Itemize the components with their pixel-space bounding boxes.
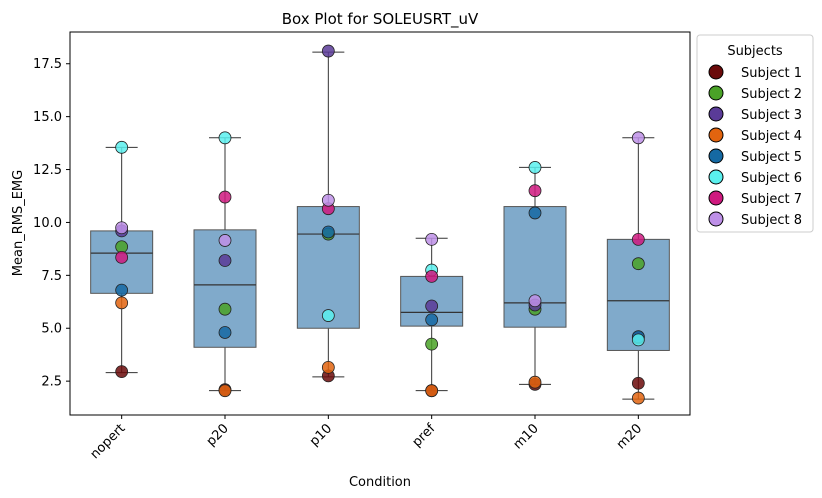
legend-label: Subject 3 bbox=[741, 108, 802, 123]
x-axis-label: Condition bbox=[349, 475, 411, 490]
point-subject-4-pref bbox=[425, 384, 439, 398]
y-tick-label: 12.5 bbox=[33, 163, 62, 178]
legend-marker bbox=[708, 85, 724, 101]
y-tick-label: 7.5 bbox=[41, 269, 62, 284]
point-subject-8-m10 bbox=[528, 294, 542, 308]
point-subject-8-m20 bbox=[631, 131, 645, 145]
legend-entry: Subject 6 bbox=[708, 169, 802, 186]
x-tick-label: m20 bbox=[614, 421, 645, 452]
point-subject-6-p20 bbox=[218, 131, 232, 145]
y-tick-label: 5.0 bbox=[41, 322, 62, 337]
point-subject-5-m10 bbox=[528, 206, 542, 220]
point-subject-3-p10 bbox=[321, 44, 335, 58]
legend-entry: Subject 5 bbox=[708, 148, 802, 165]
y-axis-label: Mean_RMS_EMG bbox=[11, 170, 26, 276]
legend-label: Subject 4 bbox=[741, 129, 802, 144]
point-subject-7-m10 bbox=[528, 184, 542, 198]
legend-marker bbox=[708, 127, 724, 143]
x-axis: nopert p20 p10 pref m10 m20 bbox=[88, 415, 645, 462]
point-subject-5-pref bbox=[425, 313, 439, 327]
point-subject-1-m20 bbox=[631, 376, 645, 390]
box-m10 bbox=[503, 166, 567, 385]
y-tick-label: 15.0 bbox=[33, 110, 62, 125]
legend-label: Subject 7 bbox=[741, 192, 802, 207]
legend-label: Subject 1 bbox=[741, 66, 802, 81]
box-p20 bbox=[193, 137, 257, 392]
point-subject-6-m10 bbox=[528, 161, 542, 174]
point-subject-7-p20 bbox=[218, 190, 232, 204]
point-subject-3-pref bbox=[425, 299, 439, 313]
point-subject-4-p20 bbox=[218, 384, 232, 398]
x-tick-label: nopert bbox=[88, 421, 129, 462]
x-tick-label: p20 bbox=[204, 421, 232, 449]
legend-marker bbox=[708, 169, 724, 185]
point-subject-4-nopert bbox=[115, 296, 129, 310]
point-subject-8-pref bbox=[425, 232, 439, 246]
x-tick-label: pref bbox=[410, 421, 439, 450]
x-tick-label: p10 bbox=[307, 421, 335, 449]
point-subject-2-m20 bbox=[631, 257, 645, 271]
legend-label: Subject 6 bbox=[741, 171, 802, 186]
point-subject-4-p10 bbox=[321, 360, 335, 374]
point-subject-7-nopert bbox=[115, 250, 129, 264]
chart-title: Box Plot for SOLEUSRT_uV bbox=[282, 10, 479, 29]
y-tick-label: 17.5 bbox=[33, 57, 62, 72]
point-subject-7-m20 bbox=[631, 232, 645, 246]
legend-marker bbox=[708, 190, 724, 206]
point-subject-4-m20 bbox=[631, 391, 645, 405]
point-subject-1-nopert bbox=[115, 365, 129, 379]
legend-label: Subject 2 bbox=[741, 87, 802, 102]
point-subject-8-p20 bbox=[218, 234, 232, 247]
legend-marker bbox=[708, 148, 724, 164]
point-subject-3-p20 bbox=[218, 254, 232, 267]
point-subject-4-m10 bbox=[528, 375, 542, 389]
point-subject-7-pref bbox=[425, 270, 439, 283]
point-subject-6-p10 bbox=[321, 309, 335, 322]
point-subject-6-nopert bbox=[115, 140, 129, 154]
legend-entry: Subject 7 bbox=[708, 190, 802, 207]
y-tick-label: 2.5 bbox=[41, 375, 62, 390]
legend-entry: Subject 4 bbox=[708, 127, 802, 144]
point-subject-8-nopert bbox=[115, 221, 129, 235]
legend-title: Subjects bbox=[727, 44, 783, 59]
point-subject-2-p20 bbox=[218, 302, 232, 316]
plot-area bbox=[90, 44, 670, 405]
legend-label: Subject 5 bbox=[741, 150, 802, 165]
legend-entry: Subject 8 bbox=[708, 211, 802, 228]
legend-entry: Subject 3 bbox=[708, 106, 802, 123]
point-subject-2-pref bbox=[425, 337, 439, 351]
axes-frame bbox=[69, 31, 691, 416]
point-subject-5-nopert bbox=[115, 283, 129, 297]
legend: Subjects Subject 1 Subject 2 Subject 3 Subj… bbox=[696, 34, 814, 233]
point-subject-6-m20 bbox=[631, 333, 645, 347]
legend-frame bbox=[696, 34, 814, 233]
point-subject-5-p20 bbox=[218, 326, 232, 339]
y-tick-label: 10.0 bbox=[33, 216, 62, 231]
y-axis: 2.5 5.0 7.5 10.0 12.5 15.0 17.5 bbox=[33, 57, 70, 390]
x-tick-label: m10 bbox=[511, 421, 542, 452]
point-subject-5-p10 bbox=[321, 225, 335, 239]
legend-marker bbox=[708, 211, 724, 227]
legend-entry: Subject 1 bbox=[708, 64, 802, 81]
legend-marker bbox=[708, 64, 724, 80]
point-subject-8-p10 bbox=[321, 193, 335, 207]
legend-entry: Subject 2 bbox=[708, 85, 802, 102]
legend-marker bbox=[708, 106, 724, 122]
legend-label: Subject 8 bbox=[741, 213, 802, 228]
